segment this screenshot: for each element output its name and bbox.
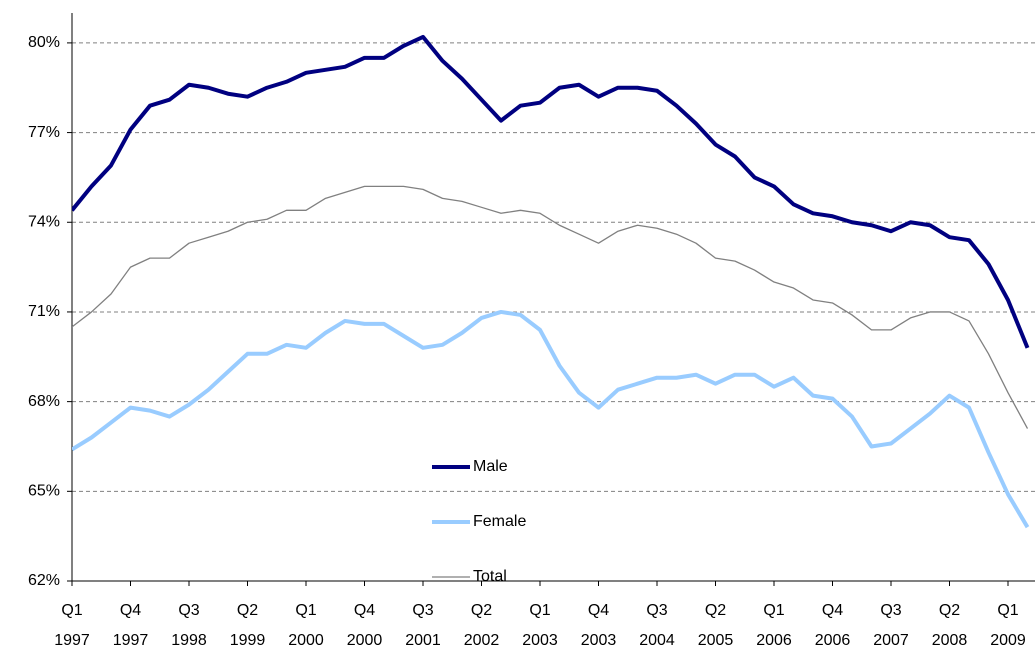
y-tick-label: 71% — [28, 303, 60, 320]
x-tick-label: Q1 2003 — [522, 602, 558, 649]
x-tick-label: Q3 2004 — [639, 602, 675, 649]
y-tick-label: 65% — [28, 483, 60, 500]
x-tick-label: Q3 2007 — [873, 602, 909, 649]
series-line — [72, 309, 1030, 529]
x-tick-label: Q2 2008 — [932, 602, 968, 649]
x-tick-label: Q2 2005 — [698, 602, 734, 649]
y-tick-label: 77% — [28, 124, 60, 141]
x-tick-label: Q1 2000 — [288, 602, 324, 649]
legend-label: Female — [473, 513, 526, 530]
x-tick-label: Q3 2001 — [405, 602, 441, 649]
y-tick-label: 68% — [28, 393, 60, 410]
legend-label: Male — [473, 458, 508, 475]
x-tick-label: Q3 1998 — [171, 602, 207, 649]
series-line — [72, 34, 1030, 349]
x-tick-label: Q4 1997 — [113, 602, 149, 649]
y-tick-label: 62% — [28, 572, 60, 589]
x-tick-label: Q4 2003 — [581, 602, 617, 649]
y-tick-label: 80% — [28, 34, 60, 51]
y-tick-label: 74% — [28, 213, 60, 230]
x-tick-label: Q4 2006 — [815, 602, 851, 649]
x-tick-label: Q1 2009 — [990, 602, 1026, 649]
x-tick-label: Q1 1997 — [54, 602, 90, 649]
series-line — [72, 185, 1029, 429]
x-tick-label: Q4 2000 — [347, 602, 383, 649]
x-tick-label: Q2 1999 — [230, 602, 266, 649]
x-tick-label: Q2 2002 — [464, 602, 500, 649]
legend-label: Total — [473, 568, 507, 585]
x-tick-label: Q1 2006 — [756, 602, 792, 649]
